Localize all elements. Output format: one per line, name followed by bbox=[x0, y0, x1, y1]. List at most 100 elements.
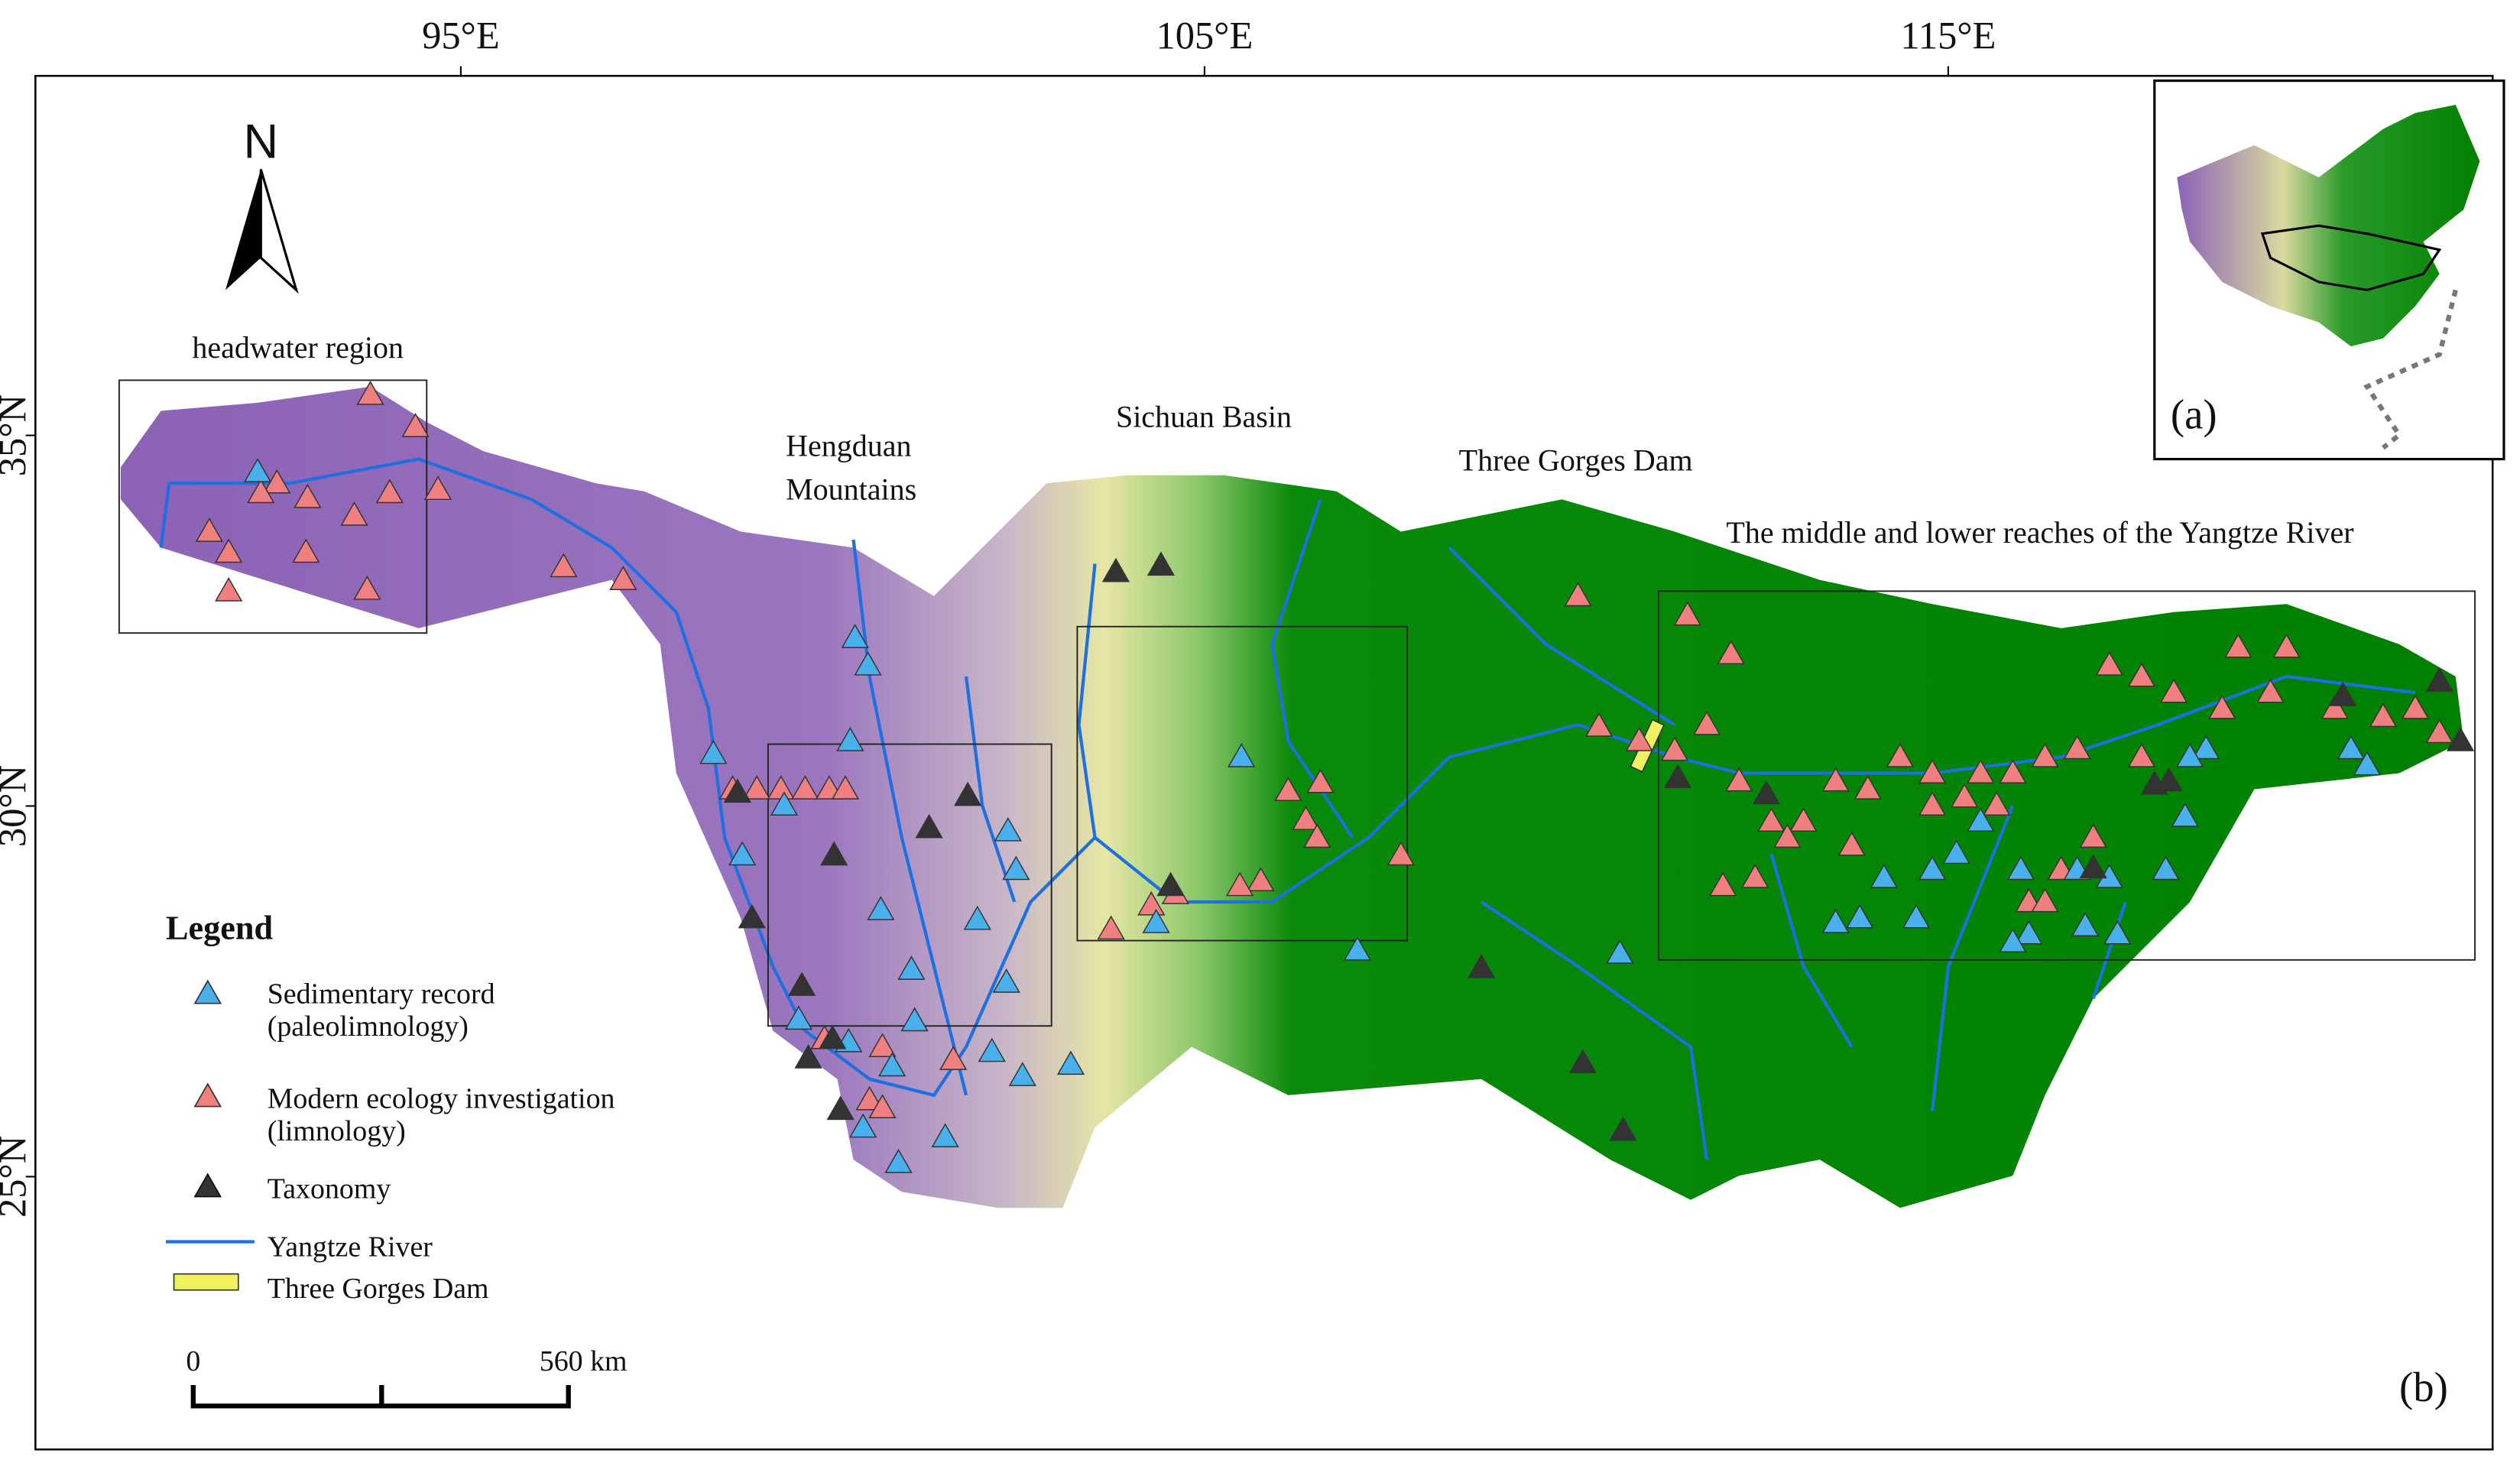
site bbox=[855, 1085, 884, 1111]
site bbox=[1709, 871, 1737, 897]
site bbox=[1097, 915, 1125, 940]
site bbox=[900, 1007, 929, 1032]
site bbox=[915, 813, 943, 839]
site bbox=[1292, 806, 1320, 830]
site bbox=[854, 650, 882, 676]
site bbox=[2425, 719, 2454, 744]
legend-title: Legend bbox=[166, 909, 273, 946]
site bbox=[939, 1046, 968, 1070]
site bbox=[2256, 678, 2285, 703]
site bbox=[963, 905, 991, 930]
y-tick-label: 30°N bbox=[0, 765, 34, 847]
site bbox=[1002, 855, 1030, 881]
site bbox=[831, 775, 860, 800]
site bbox=[728, 841, 757, 866]
site bbox=[1625, 726, 1653, 751]
site bbox=[992, 968, 1020, 993]
site bbox=[247, 478, 275, 504]
site bbox=[788, 972, 816, 996]
site bbox=[2446, 726, 2475, 751]
legend-label: Taxonomy bbox=[268, 1173, 391, 1205]
site bbox=[2103, 920, 2132, 945]
site bbox=[2425, 667, 2454, 692]
site bbox=[868, 1094, 897, 1119]
site bbox=[877, 1052, 906, 1077]
site bbox=[1228, 743, 1256, 767]
site bbox=[1757, 807, 1785, 832]
site bbox=[738, 903, 766, 929]
site bbox=[1386, 841, 1415, 866]
x-tick-label: 115°E bbox=[1900, 14, 1996, 57]
site bbox=[1821, 909, 1850, 933]
site bbox=[868, 1033, 897, 1057]
site bbox=[2208, 694, 2236, 719]
site bbox=[1741, 864, 1769, 888]
site bbox=[1983, 791, 2011, 816]
site bbox=[1056, 1050, 1085, 1075]
site bbox=[2079, 854, 2107, 879]
region-label: Three Gorges Dam bbox=[1459, 443, 1693, 477]
site bbox=[1752, 780, 1781, 805]
legend-label: Modern ecology investigation bbox=[268, 1083, 615, 1115]
site bbox=[1918, 791, 1947, 816]
site bbox=[699, 739, 728, 764]
site bbox=[1274, 777, 1302, 802]
site bbox=[2329, 681, 2357, 706]
site bbox=[2369, 702, 2398, 728]
sites bbox=[195, 381, 2475, 1173]
site bbox=[1918, 759, 1947, 783]
site bbox=[375, 478, 404, 504]
site bbox=[1870, 864, 1898, 888]
site bbox=[1999, 928, 2027, 953]
site bbox=[2095, 650, 2123, 676]
site bbox=[1137, 890, 1166, 916]
site bbox=[2079, 823, 2107, 848]
site bbox=[1837, 831, 1866, 856]
site bbox=[1156, 871, 1185, 897]
north-label: N bbox=[243, 115, 278, 169]
site bbox=[1664, 764, 1692, 789]
site bbox=[2063, 735, 2091, 760]
site bbox=[1609, 1116, 1637, 1141]
site bbox=[849, 1113, 877, 1138]
site bbox=[353, 575, 381, 600]
panel-label: (a) bbox=[2171, 391, 2217, 438]
site bbox=[2031, 743, 2059, 767]
site bbox=[1717, 640, 1745, 664]
site bbox=[1568, 1049, 1597, 1074]
site bbox=[1725, 767, 1753, 792]
site bbox=[401, 413, 430, 437]
legend-label: Three Gorges Dam bbox=[268, 1273, 489, 1305]
site bbox=[978, 1037, 1006, 1062]
site bbox=[356, 381, 384, 405]
site bbox=[1773, 823, 1802, 848]
site bbox=[1789, 807, 1818, 832]
site bbox=[2152, 855, 2180, 881]
site bbox=[1146, 551, 1176, 576]
site bbox=[954, 781, 982, 806]
x-tick-label: 105°E bbox=[1156, 14, 1253, 57]
site bbox=[550, 553, 578, 578]
site bbox=[1247, 867, 1275, 891]
site bbox=[2337, 735, 2365, 760]
panel-label: (b) bbox=[2399, 1364, 2448, 1410]
site bbox=[340, 501, 368, 526]
site bbox=[2015, 920, 2043, 945]
site bbox=[2321, 694, 2349, 719]
site bbox=[2071, 912, 2100, 936]
site bbox=[1343, 936, 1372, 961]
region-label: Mountains bbox=[786, 472, 916, 506]
study-boxes bbox=[118, 379, 2476, 1027]
site bbox=[1564, 582, 1592, 607]
site bbox=[1846, 903, 1874, 929]
legend-label: Sedimentary record bbox=[268, 978, 495, 1010]
site bbox=[215, 577, 243, 602]
site bbox=[1967, 807, 1995, 832]
site bbox=[820, 841, 848, 866]
site bbox=[867, 896, 895, 920]
scale-bar: 0 560 km bbox=[186, 1345, 628, 1409]
north-arrow: N bbox=[225, 115, 299, 294]
site bbox=[1101, 557, 1130, 582]
site bbox=[1967, 759, 1995, 783]
